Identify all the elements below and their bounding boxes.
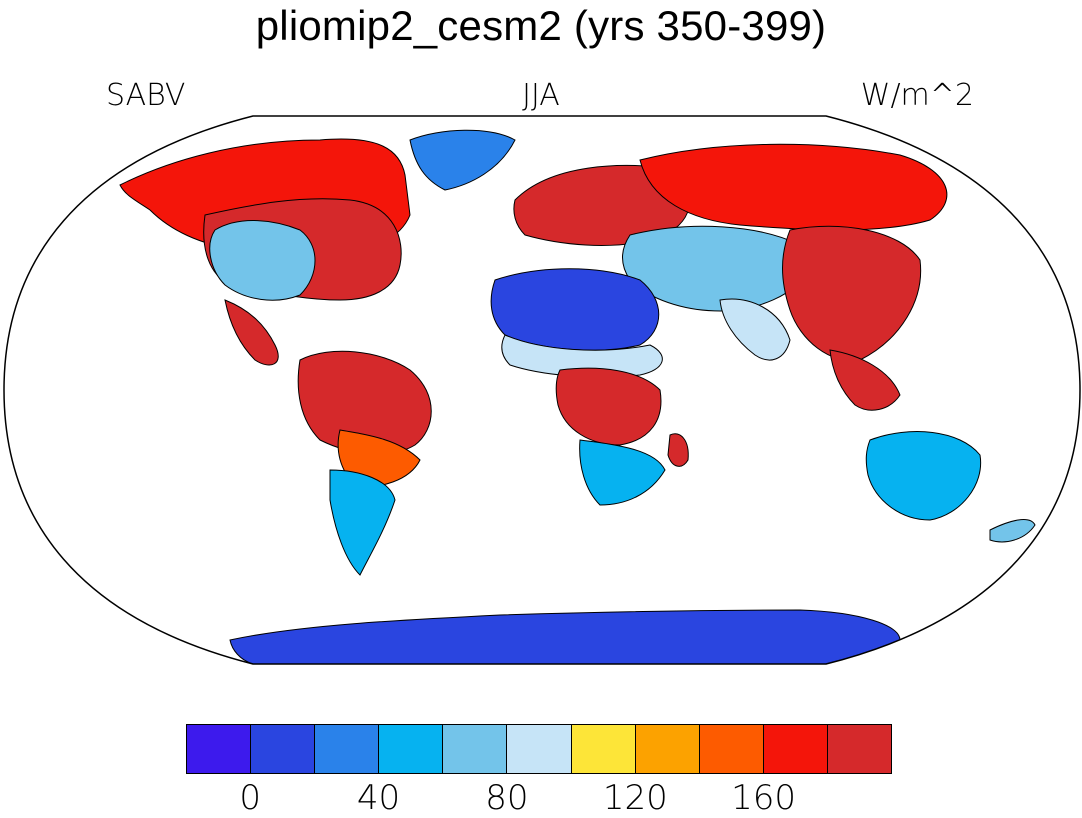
region-siberia bbox=[639, 143, 948, 231]
region-south-america-east bbox=[337, 429, 421, 487]
region-australia bbox=[865, 431, 982, 521]
region-madagascar bbox=[667, 433, 689, 467]
region-central-africa bbox=[555, 367, 662, 446]
region-central-america bbox=[224, 299, 279, 366]
colorbar-swatch-8 bbox=[699, 725, 764, 773]
colorbar-swatch-2 bbox=[315, 725, 380, 773]
region-sahara bbox=[490, 268, 660, 351]
colorbar-swatch-9 bbox=[763, 725, 828, 773]
region-us-southwest bbox=[209, 220, 316, 301]
plot-title: pliomip2_cesm2 (yrs 350-399) bbox=[255, 2, 827, 49]
region-east-asia bbox=[782, 225, 922, 362]
colorbar-tick-label: 0 bbox=[239, 778, 261, 818]
colorbar-swatch-4 bbox=[443, 725, 508, 773]
colorbar-swatch-1 bbox=[251, 725, 316, 773]
region-patagonia bbox=[329, 469, 396, 576]
region-greenland bbox=[409, 129, 516, 191]
region-new-zealand bbox=[989, 519, 1036, 543]
season-label: JJA bbox=[522, 78, 560, 113]
land-fields bbox=[119, 129, 1036, 664]
colorbar-swatch-5 bbox=[507, 725, 572, 773]
colorbar-swatch-0 bbox=[187, 725, 252, 773]
colorbar-swatch-6 bbox=[571, 725, 636, 773]
colorbar-tick-label: 40 bbox=[356, 778, 401, 818]
colorbar-tick-label: 120 bbox=[602, 778, 668, 818]
region-sahel bbox=[501, 334, 663, 378]
region-southeast-asia bbox=[829, 349, 901, 411]
colorbar bbox=[186, 724, 892, 774]
region-amazon bbox=[297, 350, 432, 455]
colorbar-swatch-10 bbox=[827, 725, 892, 773]
colorbar-swatch-7 bbox=[635, 725, 700, 773]
map-boundary bbox=[3, 115, 1081, 665]
colorbar-swatch-3 bbox=[379, 725, 444, 773]
units-label: W/m^2 bbox=[860, 78, 974, 113]
region-south-asia bbox=[719, 298, 791, 361]
colorbar-tick-label: 80 bbox=[485, 778, 529, 818]
variable-label: SABV bbox=[106, 78, 186, 113]
region-southern-africa bbox=[579, 439, 666, 506]
colorbar-tick-label: 160 bbox=[731, 778, 797, 818]
region-antarctica bbox=[229, 609, 901, 664]
